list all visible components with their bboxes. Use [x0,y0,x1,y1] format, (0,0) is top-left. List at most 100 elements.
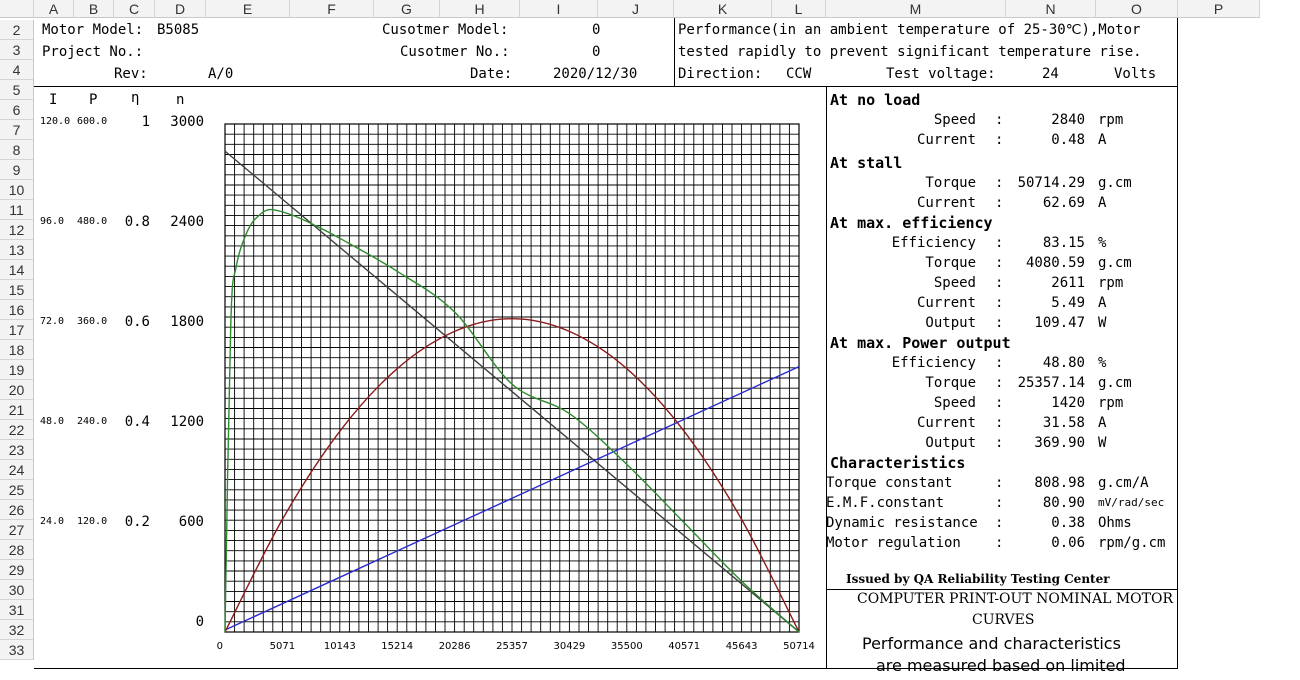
row-header-31[interactable]: 31 [0,600,34,620]
column-header-j[interactable]: J [598,0,674,18]
row-header-5[interactable]: 5 [0,80,34,100]
row-header-22[interactable]: 22 [0,420,34,440]
row-header-26[interactable]: 26 [0,500,34,520]
spec-unit: A [1098,295,1107,311]
row-header-9[interactable]: 9 [0,160,34,180]
row-header-32[interactable]: 32 [0,620,34,640]
row-header-25[interactable]: 25 [0,480,34,500]
row-header-17[interactable]: 17 [0,320,34,340]
spec-unit: g.cm [1098,375,1132,391]
row-header-10[interactable]: 10 [0,180,34,200]
column-header-k[interactable]: K [674,0,772,18]
footer-line3: Performance and characteristics [862,634,1121,653]
row-header-33[interactable]: 33 [0,640,34,660]
spec-separator: : [995,235,1004,251]
divider-line [826,86,827,668]
row-header-7[interactable]: 7 [0,120,34,140]
spec-label: Efficiency [891,235,976,251]
spec-label: Current [916,195,976,211]
spec-separator: : [995,195,1004,211]
date-value[interactable]: 2020/12/30 [553,66,638,82]
y-tick-speed: 0 [195,614,204,630]
column-header-c[interactable]: C [114,0,155,18]
spec-value: 83.15 [1042,235,1085,251]
column-header-f[interactable]: F [290,0,374,18]
column-header-g[interactable]: G [374,0,440,18]
row-header-14[interactable]: 14 [0,260,34,280]
test-voltage-label: Test voltage: [886,66,996,82]
row-header-21[interactable]: 21 [0,400,34,420]
y-tick-speed: 3000 [170,114,204,130]
row-header-12[interactable]: 12 [0,220,34,240]
column-header-l[interactable]: L [772,0,826,18]
y-tick-speed: 1200 [170,414,204,430]
row-header-24[interactable]: 24 [0,460,34,480]
y-tick-current: 96.0 [40,216,65,227]
row-header-2[interactable]: 2 [0,20,34,40]
column-header-h[interactable]: H [440,0,520,18]
spec-label: Speed [933,275,976,291]
spec-label: Motor regulation [826,535,961,551]
column-header-a[interactable]: A [34,0,74,18]
spec-separator: : [995,475,1004,491]
customer-no-value[interactable]: 0 [592,44,601,60]
motor-model-value[interactable]: B5085 [157,22,200,38]
column-header-b[interactable]: B [74,0,114,18]
row-header-8[interactable]: 8 [0,140,34,160]
row-header-16[interactable]: 16 [0,300,34,320]
column-header-m[interactable]: M [826,0,1006,18]
spec-label: E.M.F.constant [826,495,945,511]
row-header-23[interactable]: 23 [0,440,34,460]
row-header-28[interactable]: 28 [0,540,34,560]
x-tick-label: 35500 [611,641,643,652]
row-header-18[interactable]: 18 [0,340,34,360]
rev-value[interactable]: A/0 [208,66,234,82]
spec-label: Dynamic resistance [826,515,978,531]
column-header-corner[interactable] [0,0,34,18]
spec-label: Current [916,415,976,431]
customer-model-value[interactable]: 0 [592,22,601,38]
column-header-i[interactable]: I [520,0,598,18]
row-header-19[interactable]: 19 [0,360,34,380]
row-header-6[interactable]: 6 [0,100,34,120]
spec-value: 1420 [1051,395,1085,411]
axis-header-current: I [49,92,58,108]
column-header-e[interactable]: E [206,0,290,18]
test-voltage-value[interactable]: 24 [1042,66,1059,82]
divider-line [34,86,1178,87]
x-tick-label: 25357 [496,641,528,652]
direction-value[interactable]: CCW [786,66,812,82]
y-tick-power: 240.0 [77,416,108,427]
column-header-n[interactable]: N [1006,0,1096,18]
y-tick-speed: 600 [178,514,204,530]
spec-unit: A [1098,132,1107,148]
row-header-29[interactable]: 29 [0,560,34,580]
y-tick-current: 48.0 [40,416,65,427]
y-tick-efficiency: 0.6 [124,314,150,330]
row-header-4[interactable]: 4 [0,60,34,80]
row-header-3[interactable]: 3 [0,40,34,60]
column-header-p[interactable]: P [1178,0,1260,18]
column-header-d[interactable]: D [155,0,206,18]
footer-line2: CURVES [972,612,1035,628]
column-header-o[interactable]: O [1096,0,1178,18]
spec-value: 50714.29 [1017,175,1085,191]
x-tick-label: 50714 [783,641,815,652]
row-header-15[interactable]: 15 [0,280,34,300]
date-label: Date: [470,66,513,82]
spec-separator: : [995,175,1004,191]
row-header-20[interactable]: 20 [0,380,34,400]
spec-separator: : [995,435,1004,451]
axis-header-power: P [89,92,98,108]
y-tick-speed: 1800 [170,314,204,330]
spec-label: Current [916,132,976,148]
x-tick-label: 10143 [324,641,356,652]
row-header-11[interactable]: 11 [0,200,34,220]
y-tick-current: 24.0 [40,516,65,527]
spec-value: 31.58 [1042,415,1085,431]
row-header-30[interactable]: 30 [0,580,34,600]
divider-line [1177,18,1178,668]
spec-label: Efficiency [891,355,976,371]
row-header-27[interactable]: 27 [0,520,34,540]
row-header-13[interactable]: 13 [0,240,34,260]
